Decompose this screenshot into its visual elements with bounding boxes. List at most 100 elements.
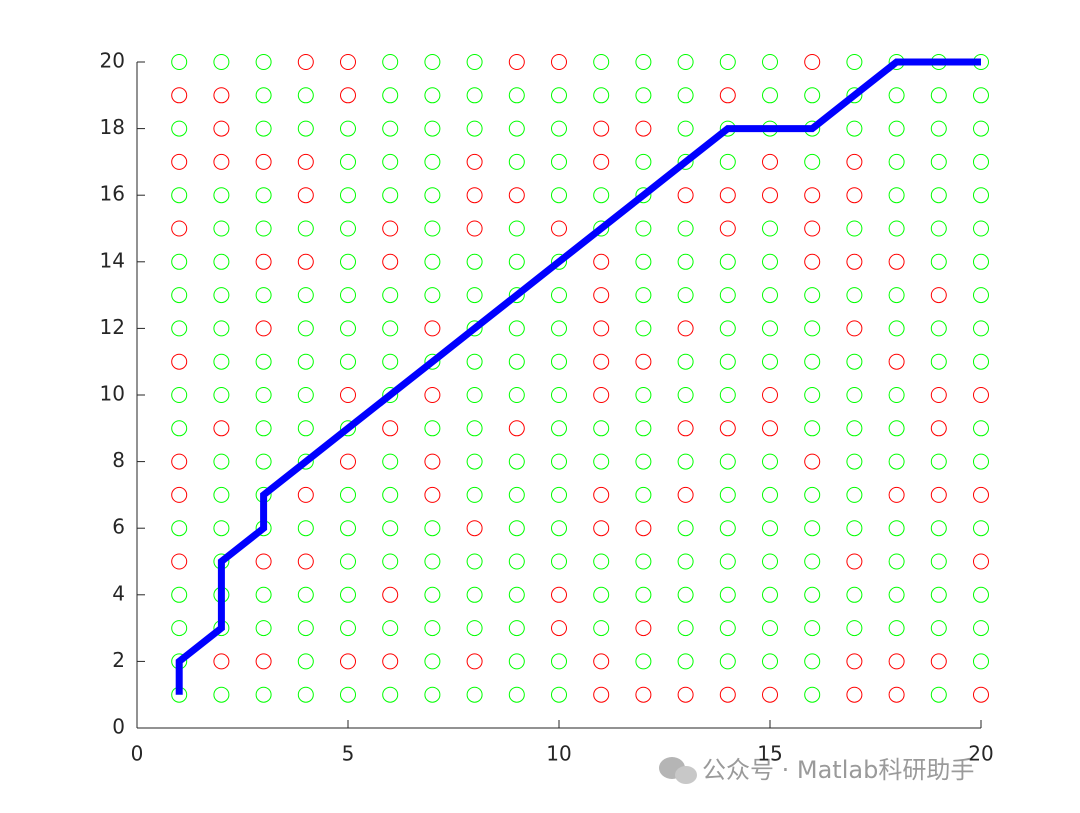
grid-node [804,453,821,470]
grid-node [424,153,441,170]
grid-node [466,120,483,137]
grid-node [593,120,610,137]
grid-node [888,387,905,403]
grid-node [424,87,441,104]
grid-node [255,586,272,603]
grid-node [297,620,314,637]
grid-node [508,320,525,337]
grid-node [255,54,272,70]
grid-node [762,220,778,237]
grid-node [551,120,567,137]
grid-node [635,653,652,670]
grid-node [635,87,652,104]
grid-node [213,220,230,237]
grid-node [340,653,356,670]
grid-node [762,520,778,537]
grid-node [804,320,821,337]
grid-node [340,586,356,603]
grid-node [551,54,567,70]
x-tick-label: 20 [968,742,993,766]
grid-node [551,353,567,370]
grid-node [804,420,821,437]
grid-node [171,387,188,403]
grid-node [424,686,441,703]
grid-node [424,553,441,570]
grid-node [593,586,610,603]
grid-node [213,320,230,337]
grid-node [340,120,356,137]
grid-node [593,453,610,470]
grid-node [297,320,314,337]
y-tick-label: 14 [100,248,125,272]
grid-node [297,520,314,537]
grid-node [762,653,778,670]
grid-node [719,553,736,570]
grid-node [804,387,821,403]
grid-node [930,320,947,337]
grid-node [677,87,694,104]
grid-node [804,187,821,204]
grid-node [846,520,863,537]
grid-node [508,387,525,403]
grid-node [888,87,905,104]
grid-node [846,54,863,70]
grid-node [973,120,989,137]
grid-node [973,586,989,603]
grid-node [255,87,272,104]
grid-node [635,320,652,337]
grid-node [635,220,652,237]
grid-node [677,486,694,503]
grid-node [973,553,989,570]
grid-node [719,586,736,603]
grid-node [846,653,863,670]
grid-node [466,54,483,70]
grid-node [719,387,736,403]
grid-node [719,453,736,470]
grid-node [382,520,399,537]
grid-node [551,287,567,304]
grid-node [382,586,399,603]
grid-node [677,220,694,237]
grid-node [213,253,230,270]
grid-node [846,420,863,437]
grid-node [382,220,399,237]
grid-node [255,187,272,204]
grid-node [930,220,947,237]
grid-node [382,486,399,503]
grid-node [213,87,230,104]
grid-node [382,620,399,637]
grid-node [762,420,778,437]
y-tick-label: 2 [112,648,125,672]
grid-node [466,453,483,470]
x-tick-label: 5 [342,742,355,766]
grid-node [340,686,356,703]
grid-node [508,553,525,570]
grid-node [762,353,778,370]
grid-node [973,486,989,503]
grid-node [719,520,736,537]
grid-node [466,653,483,670]
grid-node [551,420,567,437]
grid-node [930,420,947,437]
grid-node [382,387,399,403]
grid-node [340,486,356,503]
watermark-icon [659,757,697,784]
grid-node [171,353,188,370]
grid-node [973,420,989,437]
grid-node [719,87,736,104]
grid-node [804,553,821,570]
grid-node [382,453,399,470]
grid-node [973,220,989,237]
grid-node [551,153,567,170]
grid-node [171,253,188,270]
grid-node [424,387,441,403]
grid-node [846,253,863,270]
grid-node [171,320,188,337]
grid-node [213,653,230,670]
grid-node [466,520,483,537]
grid-node [973,253,989,270]
grid-node [255,320,272,337]
grid-node [635,54,652,70]
grid-node [635,187,652,204]
grid-node [466,387,483,403]
